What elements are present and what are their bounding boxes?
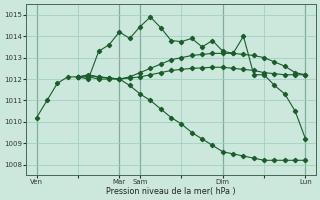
X-axis label: Pression niveau de la mer( hPa ): Pression niveau de la mer( hPa ) bbox=[106, 187, 236, 196]
